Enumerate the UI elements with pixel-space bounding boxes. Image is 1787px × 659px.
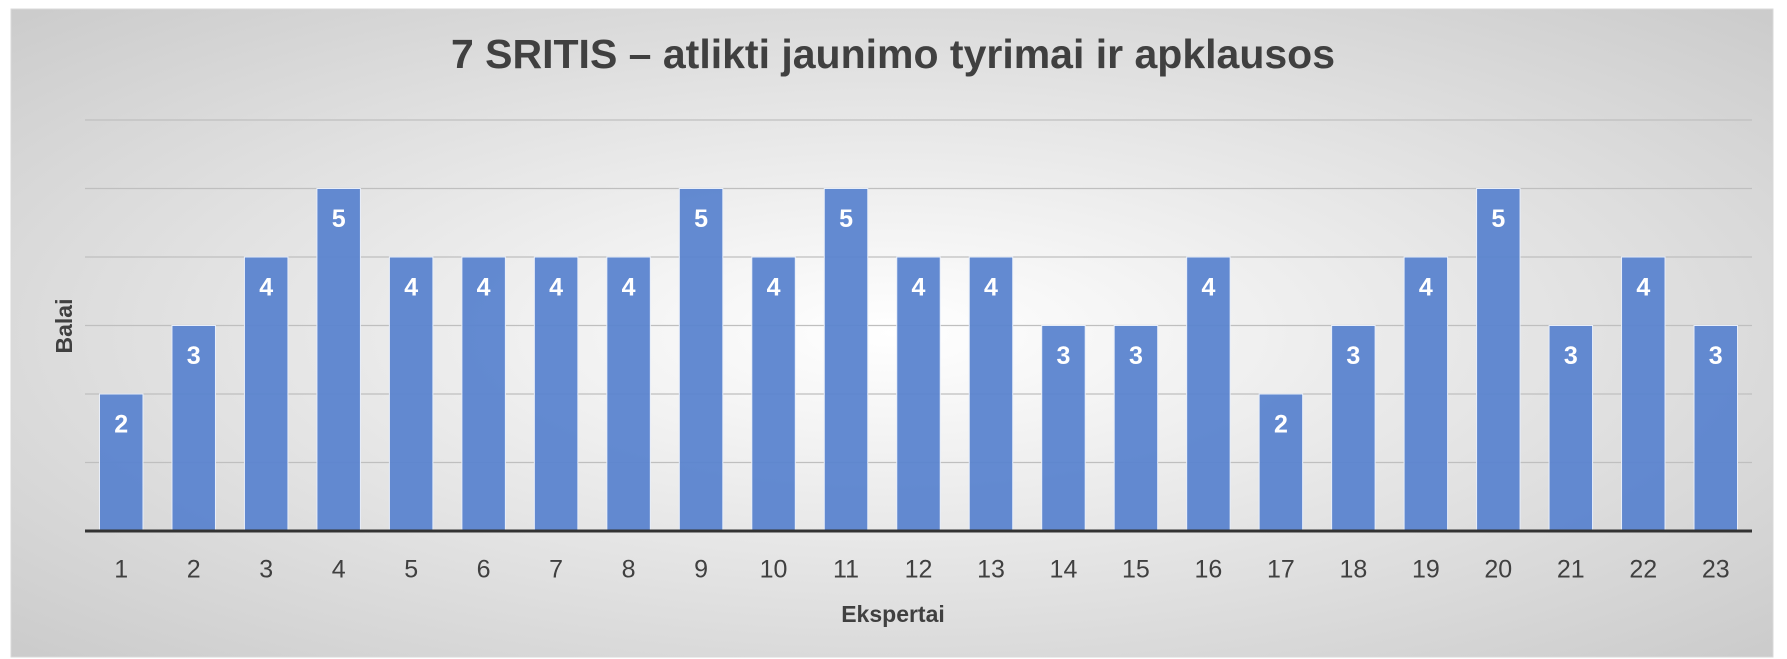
bar (1113, 325, 1159, 532)
x-tick-label: 4 (332, 556, 346, 584)
data-label: 5 (332, 205, 346, 233)
bar (388, 256, 434, 532)
data-label: 4 (477, 274, 491, 302)
data-label: 2 (1274, 411, 1288, 439)
x-tick-label: 12 (905, 556, 933, 584)
chart-title: 7 SRITIS – atlikti jaunimo tyrimai ir ap… (451, 31, 1335, 77)
x-tick-label: 11 (833, 556, 859, 584)
data-label: 4 (1636, 274, 1650, 302)
x-tick-label: 5 (404, 556, 418, 584)
bar (1041, 325, 1086, 532)
data-label: 3 (1129, 342, 1143, 370)
data-label: 5 (694, 205, 708, 233)
x-tick-label: 22 (1629, 556, 1657, 584)
data-label: 4 (767, 274, 781, 302)
bar (1621, 256, 1666, 532)
bar (1548, 325, 1594, 532)
x-tick-label: 9 (694, 556, 708, 584)
data-label: 3 (1346, 342, 1360, 370)
data-label: 4 (1201, 274, 1215, 302)
data-label: 4 (549, 274, 563, 302)
bar (896, 256, 941, 532)
data-label: 5 (1491, 205, 1505, 233)
x-tick-label: 15 (1122, 556, 1150, 584)
x-tick-label: 14 (1050, 556, 1078, 584)
data-label: 3 (1564, 342, 1578, 370)
bar (606, 256, 651, 532)
x-tick-label: 23 (1702, 556, 1730, 584)
x-tick-label: 10 (760, 556, 788, 584)
data-label: 5 (839, 205, 853, 233)
data-label: 4 (984, 274, 998, 302)
bar (461, 256, 506, 532)
bar (1186, 256, 1231, 532)
x-tick-label: 2 (187, 556, 201, 584)
data-label: 3 (1709, 342, 1723, 370)
bar (316, 188, 361, 532)
x-axis-title: Ekspertai (841, 601, 945, 627)
data-label: 3 (1057, 342, 1071, 370)
bar (1476, 188, 1521, 532)
data-label: 3 (187, 342, 201, 370)
x-tick-label: 6 (477, 556, 491, 584)
x-tick-label: 18 (1339, 556, 1367, 584)
bar (968, 256, 1014, 532)
x-tick-label: 7 (549, 556, 563, 584)
x-tick-label: 16 (1195, 556, 1223, 584)
bar (1258, 393, 1304, 532)
data-label: 4 (404, 274, 418, 302)
bar (1331, 325, 1376, 532)
x-tick-label: 8 (622, 556, 636, 584)
data-label: 4 (1419, 274, 1433, 302)
x-tick-label: 17 (1267, 556, 1295, 584)
x-tick-label: 1 (114, 556, 128, 584)
data-label: 4 (912, 274, 926, 302)
bar (1403, 256, 1449, 532)
data-label: 4 (622, 274, 636, 302)
x-tick-label: 3 (259, 556, 273, 584)
bar (678, 188, 724, 532)
bar (823, 188, 869, 532)
bar (171, 325, 216, 532)
data-label: 4 (259, 274, 273, 302)
bar (243, 256, 289, 532)
y-axis-title: Balai (51, 299, 77, 354)
x-tick-label: 21 (1557, 556, 1585, 584)
bar (533, 256, 579, 532)
x-tick-label: 20 (1484, 556, 1512, 584)
data-label: 2 (114, 411, 128, 439)
bar (98, 393, 144, 532)
bar (1693, 325, 1739, 532)
x-tick-label: 19 (1412, 556, 1440, 584)
x-tick-label: 13 (977, 556, 1005, 584)
